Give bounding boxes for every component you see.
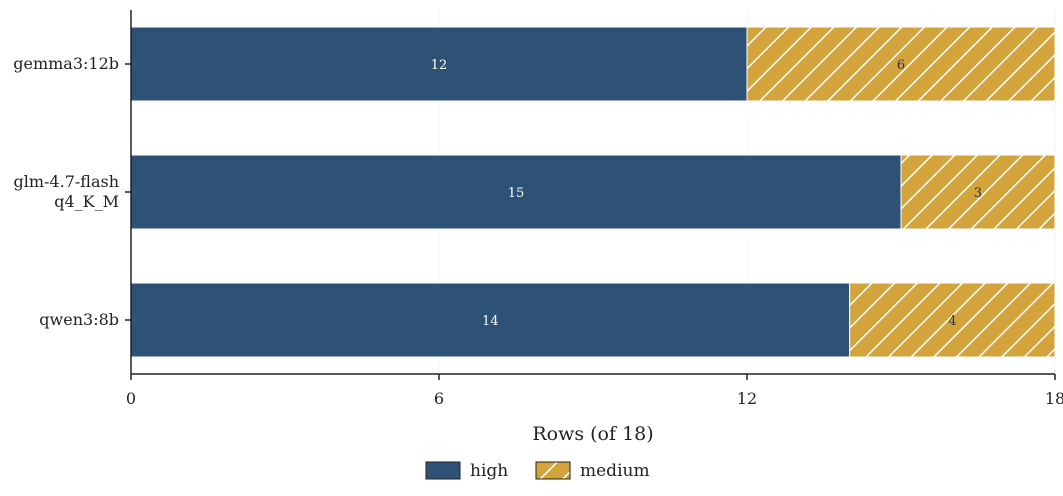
- x-tick-label: 18: [1045, 389, 1063, 408]
- x-tick-labels: 0 6 12 18: [126, 389, 1063, 408]
- legend: high medium: [425, 461, 650, 481]
- legend-label-high: high: [470, 461, 508, 481]
- x-tick-label: 6: [434, 389, 444, 408]
- bar-value-label: 15: [508, 186, 525, 201]
- x-tick-label: 12: [737, 389, 757, 408]
- bar-medium: [900, 154, 1056, 230]
- bar-high: [130, 154, 902, 230]
- bar-high: [130, 26, 748, 102]
- category-label: gemma3:12b: [13, 54, 119, 73]
- bar-medium: [746, 26, 1056, 102]
- bar-high: [130, 282, 851, 358]
- legend-swatch-medium: [535, 461, 571, 480]
- bar-value-label: 3: [974, 186, 982, 201]
- category-label: qwen3:8b: [39, 310, 119, 329]
- axes: [125, 10, 1056, 380]
- y-tick-labels: gemma3:12b glm-4.7-flash q4_K_M qwen3:8b: [13, 54, 119, 329]
- x-axis-title: Rows (of 18): [532, 423, 653, 445]
- bar-value-label: 6: [897, 58, 905, 73]
- bars: [130, 26, 1056, 358]
- legend-label-medium: medium: [580, 461, 650, 481]
- bar-value-label: 12: [431, 58, 448, 73]
- bar-value-label: 4: [948, 314, 956, 329]
- bar-value-label: 14: [482, 314, 499, 329]
- bar-medium: [849, 282, 1056, 358]
- x-tick-label: 0: [126, 389, 136, 408]
- category-label: glm-4.7-flash q4_K_M: [13, 172, 119, 211]
- legend-swatch-high: [425, 461, 461, 480]
- bar-labels: 12 6 15 3 14 4: [431, 58, 982, 329]
